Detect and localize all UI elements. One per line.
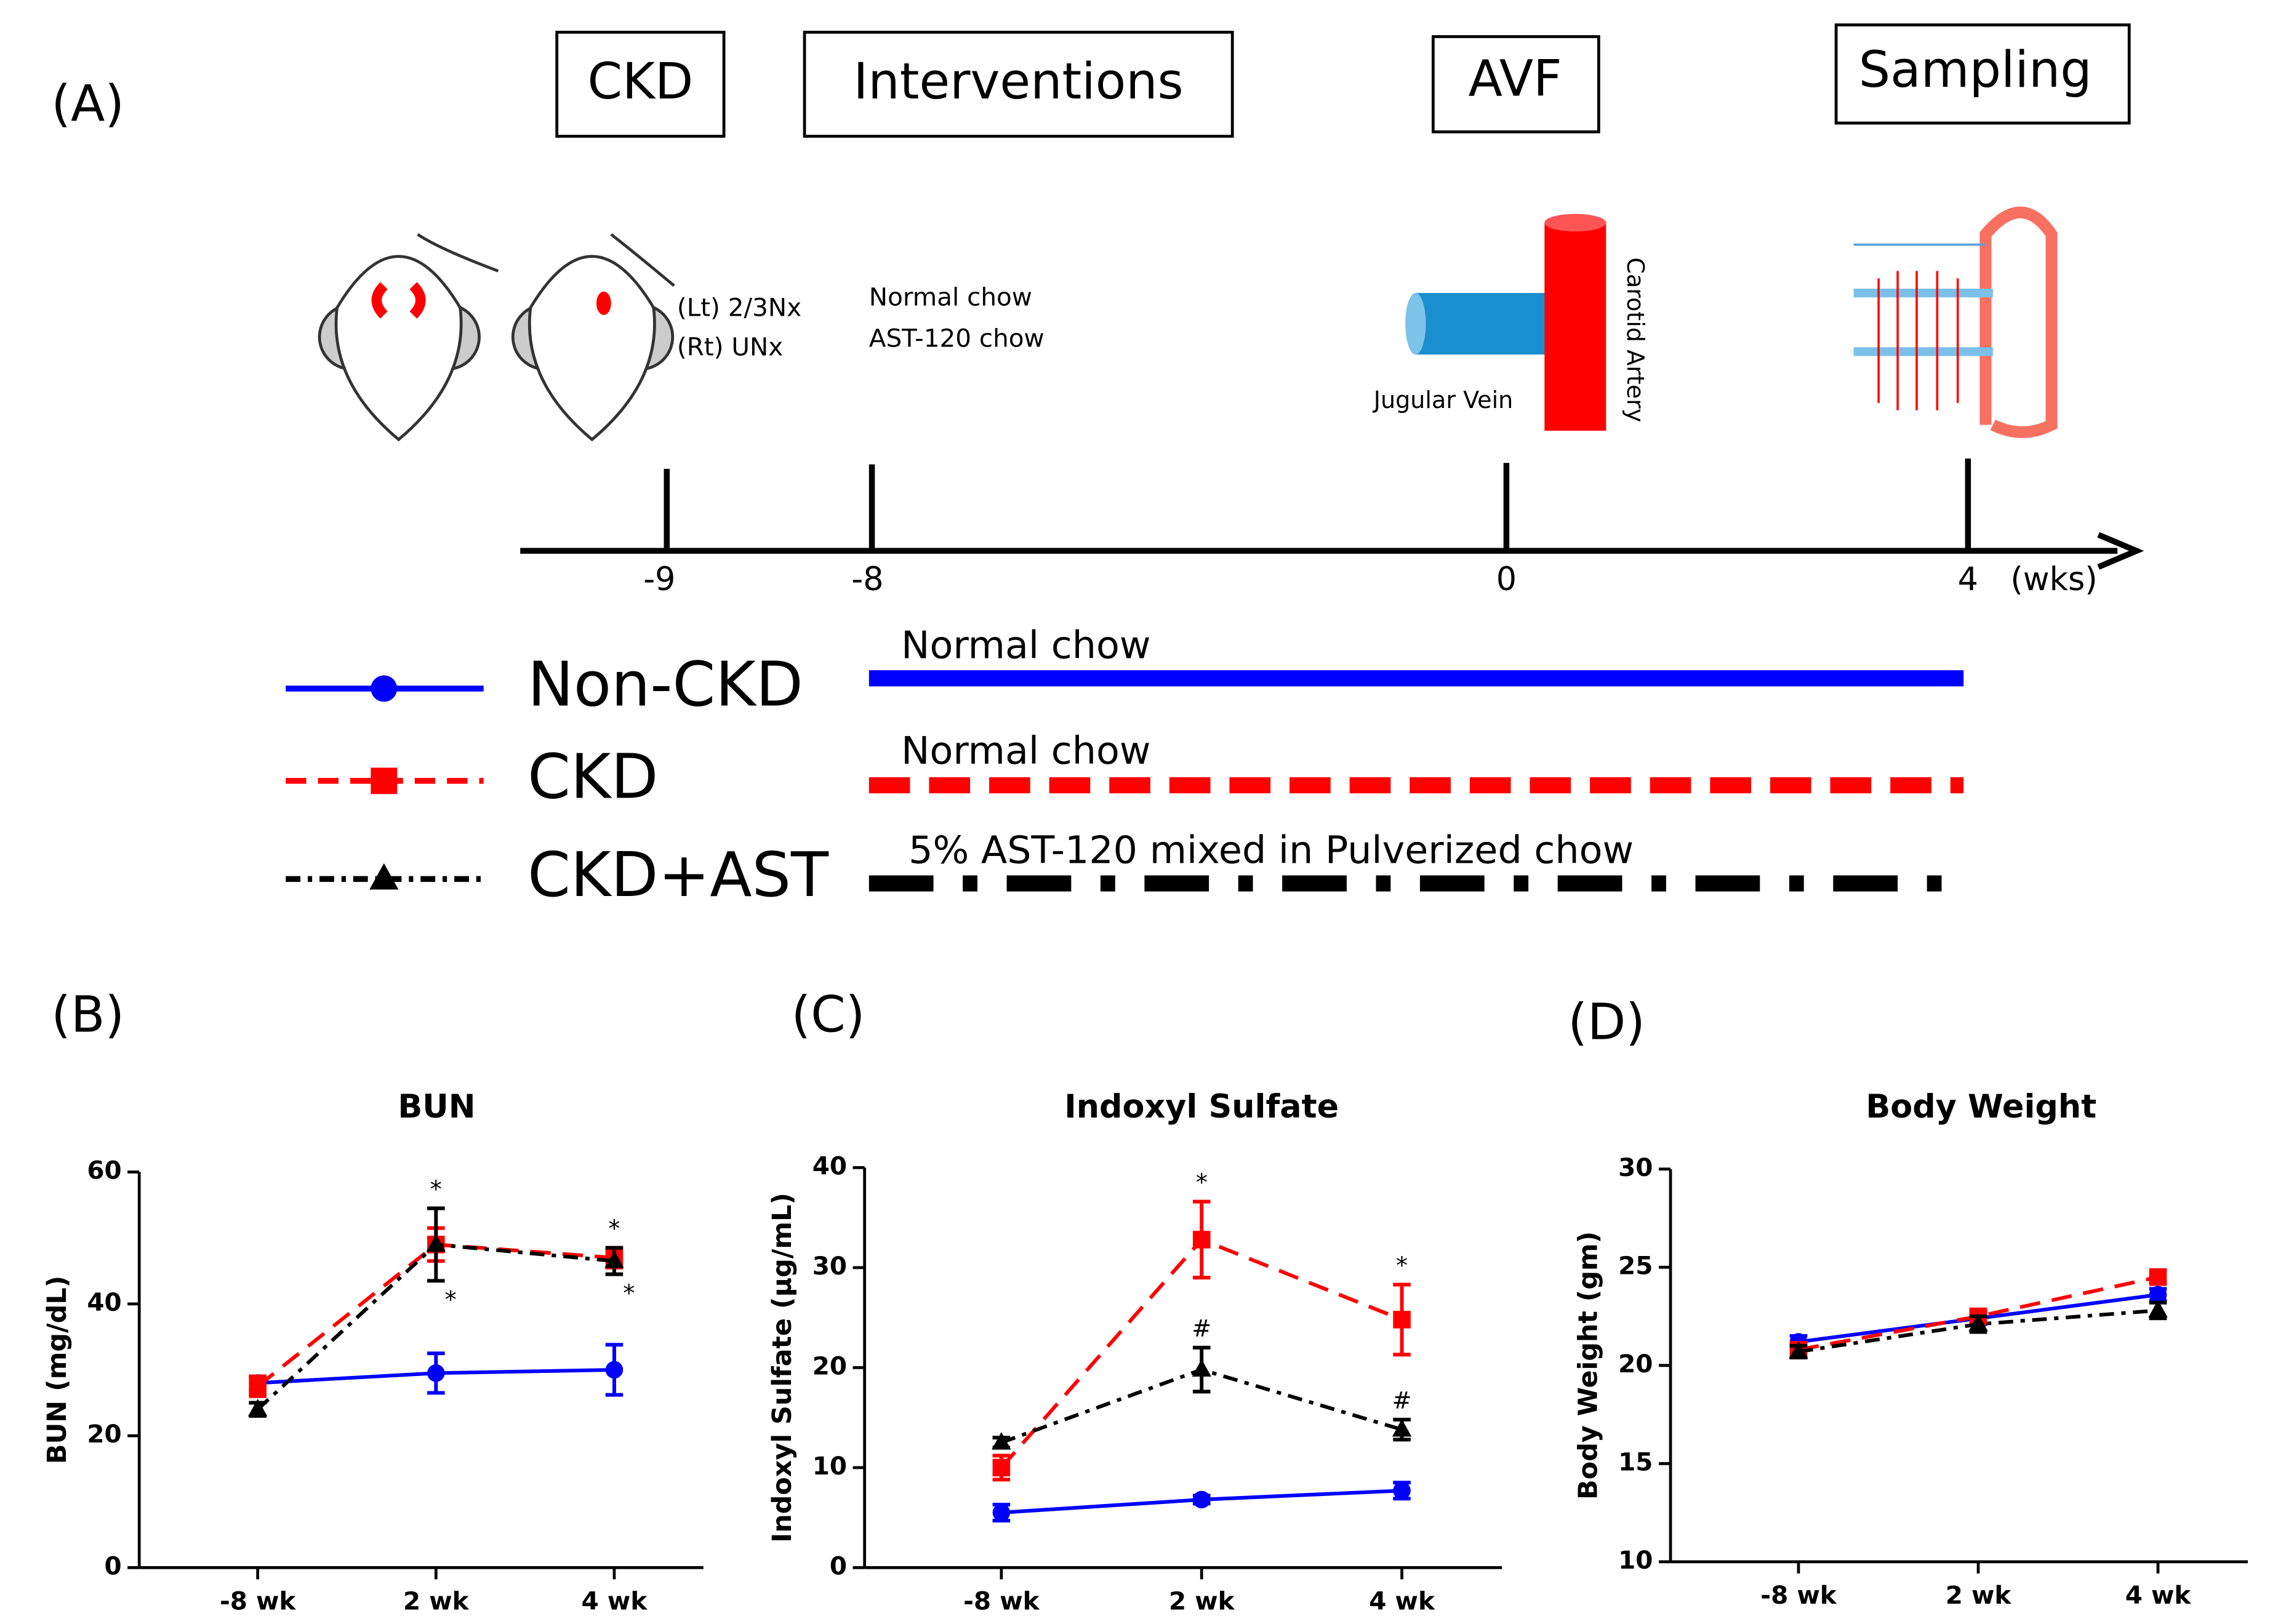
marker — [427, 1364, 445, 1382]
marker — [992, 1503, 1011, 1522]
x-tick-label: 2 wk — [1946, 1580, 2012, 1610]
marker — [992, 1458, 1011, 1477]
marker — [426, 1234, 446, 1252]
annotation: * — [445, 1286, 457, 1313]
y-tick-label: 20 — [1618, 1349, 1653, 1378]
legend-label: CKD — [527, 740, 658, 812]
y-tick-label: 40 — [87, 1287, 121, 1317]
y-tick-label: 20 — [812, 1351, 847, 1380]
panel-label: (A) — [51, 75, 124, 133]
mouse-icon — [511, 233, 675, 442]
annotation: * — [608, 1215, 620, 1242]
timeline-label: -9 — [643, 561, 675, 598]
chart-title: Body Weight — [1866, 1088, 2096, 1126]
diet-label: Normal chow — [901, 623, 1150, 667]
annotation: # — [1392, 1387, 1412, 1414]
marker — [1393, 1481, 1411, 1500]
timeline-label: 0 — [1496, 561, 1517, 598]
avf-label: Carotid Artery — [1622, 257, 1649, 422]
y-tick-label: 10 — [812, 1451, 847, 1481]
annotation: # — [1192, 1315, 1211, 1342]
y-axis-label: Body Weight (gm) — [1573, 1231, 1604, 1500]
marker — [371, 675, 398, 702]
marker — [249, 1377, 267, 1396]
x-tick-label: 2 wk — [1169, 1586, 1235, 1615]
marker — [605, 1361, 624, 1379]
sampling-diagram — [1853, 206, 2058, 438]
chart-title: Indoxyl Sulfate — [1064, 1088, 1339, 1126]
avf-diagram — [1405, 214, 1606, 431]
marker — [1392, 1418, 1412, 1437]
marker — [1192, 1231, 1211, 1249]
marker — [992, 1432, 1011, 1450]
timeline-arrow — [2097, 532, 2144, 570]
stage-label: CKD — [587, 53, 693, 111]
stage-box — [555, 30, 726, 138]
annotation: * — [623, 1279, 635, 1306]
x-tick-label: -8 wk — [1760, 1580, 1837, 1610]
x-tick-label: 4 wk — [582, 1586, 648, 1615]
mouse-icon — [318, 233, 499, 442]
chart-title: BUN — [398, 1088, 475, 1126]
x-tick-label: -8 wk — [220, 1586, 296, 1615]
timeline-unit: (wks) — [2010, 561, 2097, 598]
marker — [2149, 1286, 2167, 1304]
y-tick-label: 30 — [1618, 1153, 1653, 1182]
panel-label: (D) — [1568, 993, 1645, 1051]
x-tick-label: 2 wk — [403, 1586, 470, 1615]
y-tick-label: 10 — [1618, 1545, 1653, 1575]
legend-label: Non-CKD — [527, 648, 803, 720]
y-tick-label: 0 — [104, 1551, 121, 1580]
avf-label: Jugular Vein — [1373, 386, 1514, 414]
marker — [1789, 1341, 1808, 1359]
panel-label: (B) — [51, 986, 124, 1044]
stage-label: AVF — [1469, 50, 1562, 108]
stage-box — [1431, 35, 1600, 134]
y-tick-label: 40 — [812, 1151, 847, 1180]
marker — [1192, 1490, 1211, 1509]
diet-label: Normal chow — [901, 729, 1150, 773]
diet-note: Normal chow — [869, 282, 1032, 312]
marker — [2148, 1300, 2168, 1318]
legend-label: CKD+AST — [527, 839, 829, 911]
y-tick-label: 25 — [1618, 1250, 1653, 1280]
timeline-label: 4 — [1958, 561, 1978, 598]
marker — [1968, 1313, 1988, 1332]
x-tick-label: -8 wk — [963, 1586, 1040, 1615]
y-tick-label: 30 — [812, 1251, 847, 1281]
annotation: * — [1196, 1169, 1208, 1196]
diet-label: 5% AST-120 mixed in Pulverized chow — [908, 828, 1634, 873]
panel-label: (C) — [792, 986, 865, 1044]
y-tick-label: 20 — [87, 1419, 121, 1449]
series-line — [1798, 1275, 2159, 1352]
surgery-note: (Rt) UNx — [677, 332, 783, 362]
diet-note: AST-120 chow — [869, 323, 1045, 353]
x-tick-label: 4 wk — [1369, 1586, 1435, 1615]
marker — [247, 1399, 268, 1417]
stage-box — [1834, 23, 2131, 125]
y-axis-label: BUN (mg/dL) — [42, 1276, 73, 1464]
y-tick-label: 0 — [830, 1551, 847, 1580]
stage-box — [803, 30, 1234, 138]
annotation: * — [430, 1175, 442, 1202]
marker — [1393, 1311, 1411, 1329]
marker — [369, 863, 399, 890]
annotation: * — [1396, 1252, 1408, 1279]
surgery-note: (Lt) 2/3Nx — [677, 292, 801, 322]
y-tick-label: 60 — [87, 1156, 121, 1185]
marker — [371, 767, 398, 794]
x-tick-label: 4 wk — [2125, 1580, 2192, 1610]
stage-label: Sampling — [1859, 41, 2092, 99]
timeline-label: -8 — [851, 561, 883, 598]
y-tick-label: 15 — [1618, 1447, 1653, 1476]
stage-label: Interventions — [854, 53, 1184, 111]
marker — [604, 1250, 624, 1268]
marker — [1192, 1359, 1211, 1377]
marker — [2149, 1268, 2167, 1286]
y-axis-label: Indoxyl Sulfate (μg/mL) — [767, 1193, 798, 1543]
